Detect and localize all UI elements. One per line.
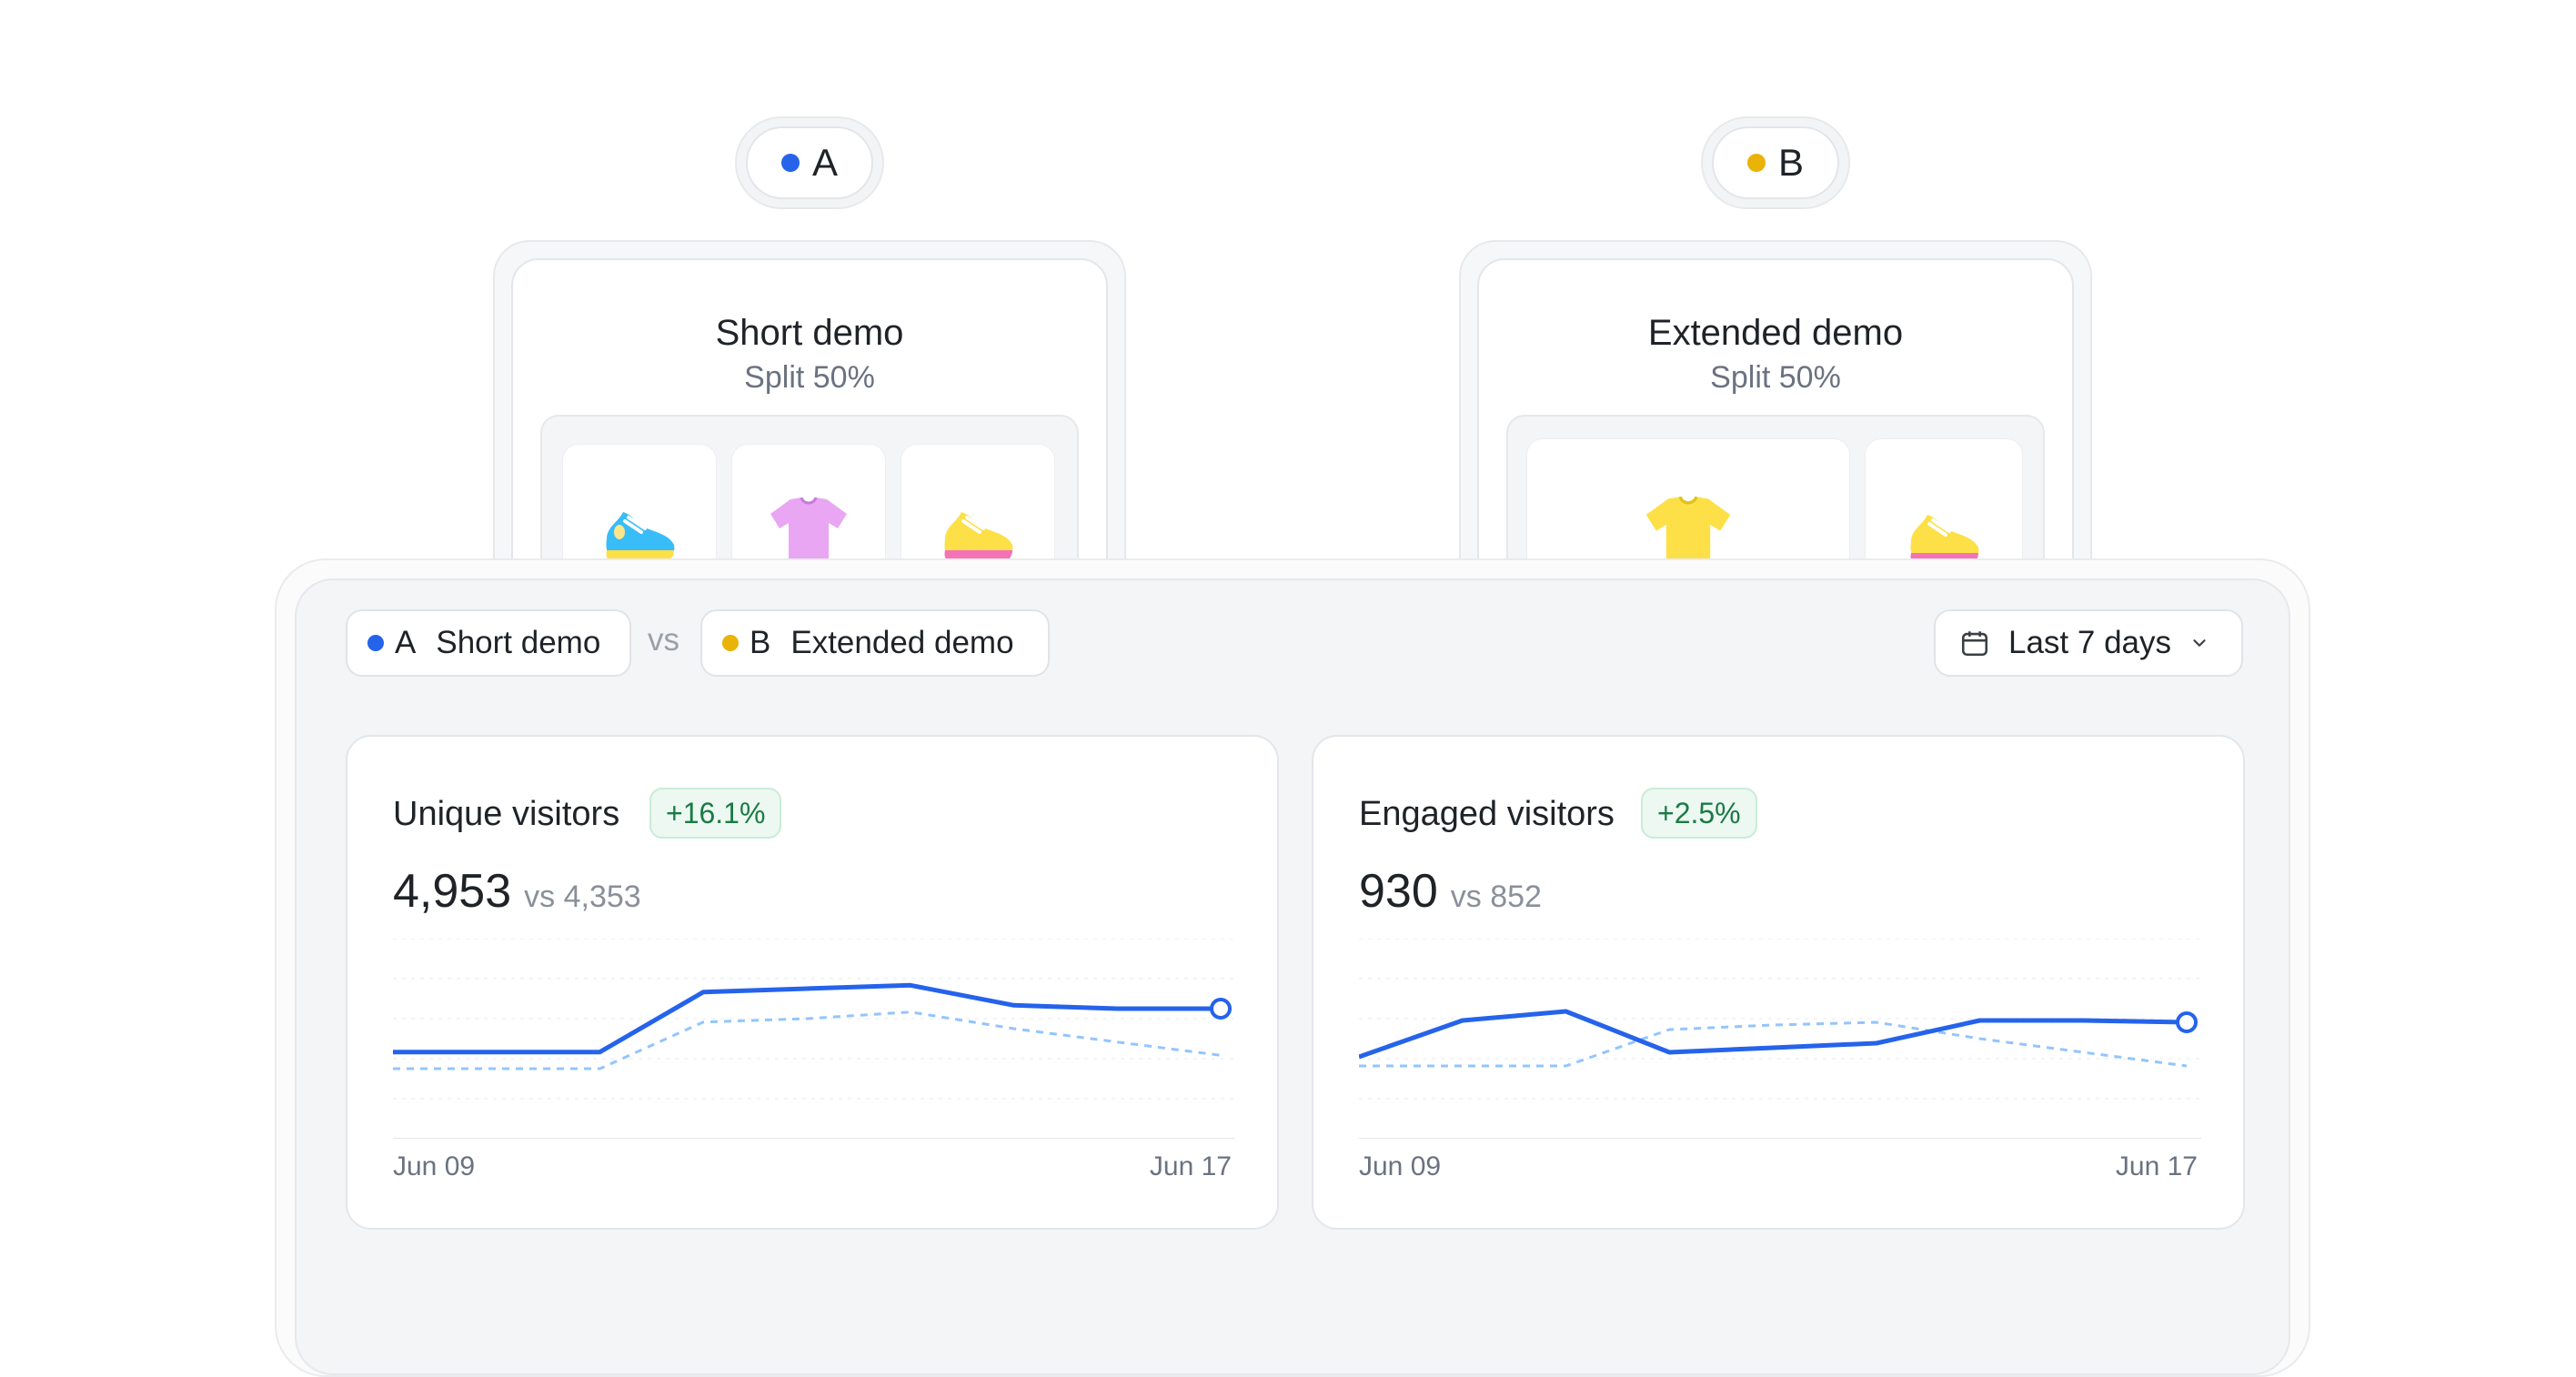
x-axis-end-label: Jun 17 bbox=[2115, 1151, 2198, 1181]
delta-badge: +2.5% bbox=[1641, 788, 1757, 839]
tshirt-pink-icon bbox=[770, 497, 847, 568]
variant-a-split: Split 50% bbox=[744, 360, 875, 395]
metric-value: 4,953 vs 4,353 bbox=[393, 864, 641, 919]
variant-b-letter: B bbox=[1777, 141, 1804, 184]
metric-title: Engaged visitors bbox=[1359, 795, 1615, 833]
variant-b-chip-label: Extended demo bbox=[790, 625, 1014, 660]
metric-card-engaged-visitors[interactable]: Engaged visitors +2.5% 930 vs 852 Jun 09 … bbox=[1312, 735, 2245, 1230]
variant-b-chip[interactable]: B Extended demo bbox=[700, 609, 1050, 677]
metric-value: 930 vs 852 bbox=[1359, 864, 1542, 919]
x-axis-end-label: Jun 17 bbox=[1149, 1151, 1232, 1181]
variant-a-letter: A bbox=[811, 141, 838, 184]
date-range-label: Last 7 days bbox=[2008, 625, 2171, 660]
date-range-dropdown[interactable]: Last 7 days bbox=[1934, 609, 2243, 677]
x-axis-start-label: Jun 09 bbox=[1359, 1151, 1442, 1181]
x-axis-start-label: Jun 09 bbox=[393, 1151, 476, 1181]
series-a-line bbox=[393, 982, 1221, 1055]
metric-compare: vs 4,353 bbox=[524, 879, 641, 914]
tshirt-yellow-icon bbox=[1645, 496, 1731, 575]
variant-b-chip-dot-icon bbox=[722, 635, 739, 651]
variant-a-chip-letter: A bbox=[395, 625, 417, 660]
series-a-line bbox=[1359, 1009, 2188, 1060]
variant-a-title: Short demo bbox=[715, 313, 904, 353]
variant-b-card[interactable]: Extended demo Split 50% bbox=[1459, 240, 2092, 711]
variant-b-pill: B bbox=[1701, 116, 1850, 209]
variant-a-pill: A bbox=[735, 116, 884, 209]
metric-value-number: 930 bbox=[1359, 865, 1438, 918]
variant-a-chip-label: Short demo bbox=[436, 625, 601, 660]
variant-b-chip-letter: B bbox=[750, 625, 771, 660]
series-b-line bbox=[393, 1010, 1222, 1070]
chevron-down-icon bbox=[2193, 639, 2206, 647]
series-a-end-point[interactable] bbox=[2176, 1011, 2198, 1033]
variant-b-dot-icon bbox=[1746, 154, 1766, 172]
variant-b-preview: Extended demo Split 50% bbox=[1477, 258, 2074, 711]
variant-a-preview: Short demo Split 50% bbox=[511, 258, 1108, 717]
metric-title: Unique visitors bbox=[393, 795, 620, 833]
variant-a-dot-icon bbox=[780, 154, 800, 172]
variant-a-tag[interactable]: A bbox=[746, 126, 873, 199]
metric-compare: vs 852 bbox=[1450, 879, 1542, 914]
calendar-icon bbox=[1961, 631, 1988, 657]
variant-a-chip[interactable]: A Short demo bbox=[346, 609, 631, 677]
series-a-end-point[interactable] bbox=[1210, 998, 1232, 1020]
variant-b-tag[interactable]: B bbox=[1712, 126, 1839, 199]
vs-label: vs bbox=[648, 622, 679, 658]
metric-card-unique-visitors[interactable]: Unique visitors +16.1% 4,953 vs 4,353 Jun… bbox=[346, 735, 1279, 1230]
delta-badge: +16.1% bbox=[649, 788, 782, 839]
variant-b-split: Split 50% bbox=[1710, 360, 1841, 395]
variant-a-chip-dot-icon bbox=[367, 635, 384, 651]
series-b-line bbox=[1359, 1020, 2188, 1068]
metric-value-number: 4,953 bbox=[393, 865, 512, 918]
engaged-visitors-chart bbox=[1359, 939, 2201, 1139]
unique-visitors-chart bbox=[393, 939, 1235, 1139]
variant-a-card[interactable]: Short demo Split 50% bbox=[493, 240, 1126, 717]
variant-b-title: Extended demo bbox=[1647, 313, 1904, 353]
